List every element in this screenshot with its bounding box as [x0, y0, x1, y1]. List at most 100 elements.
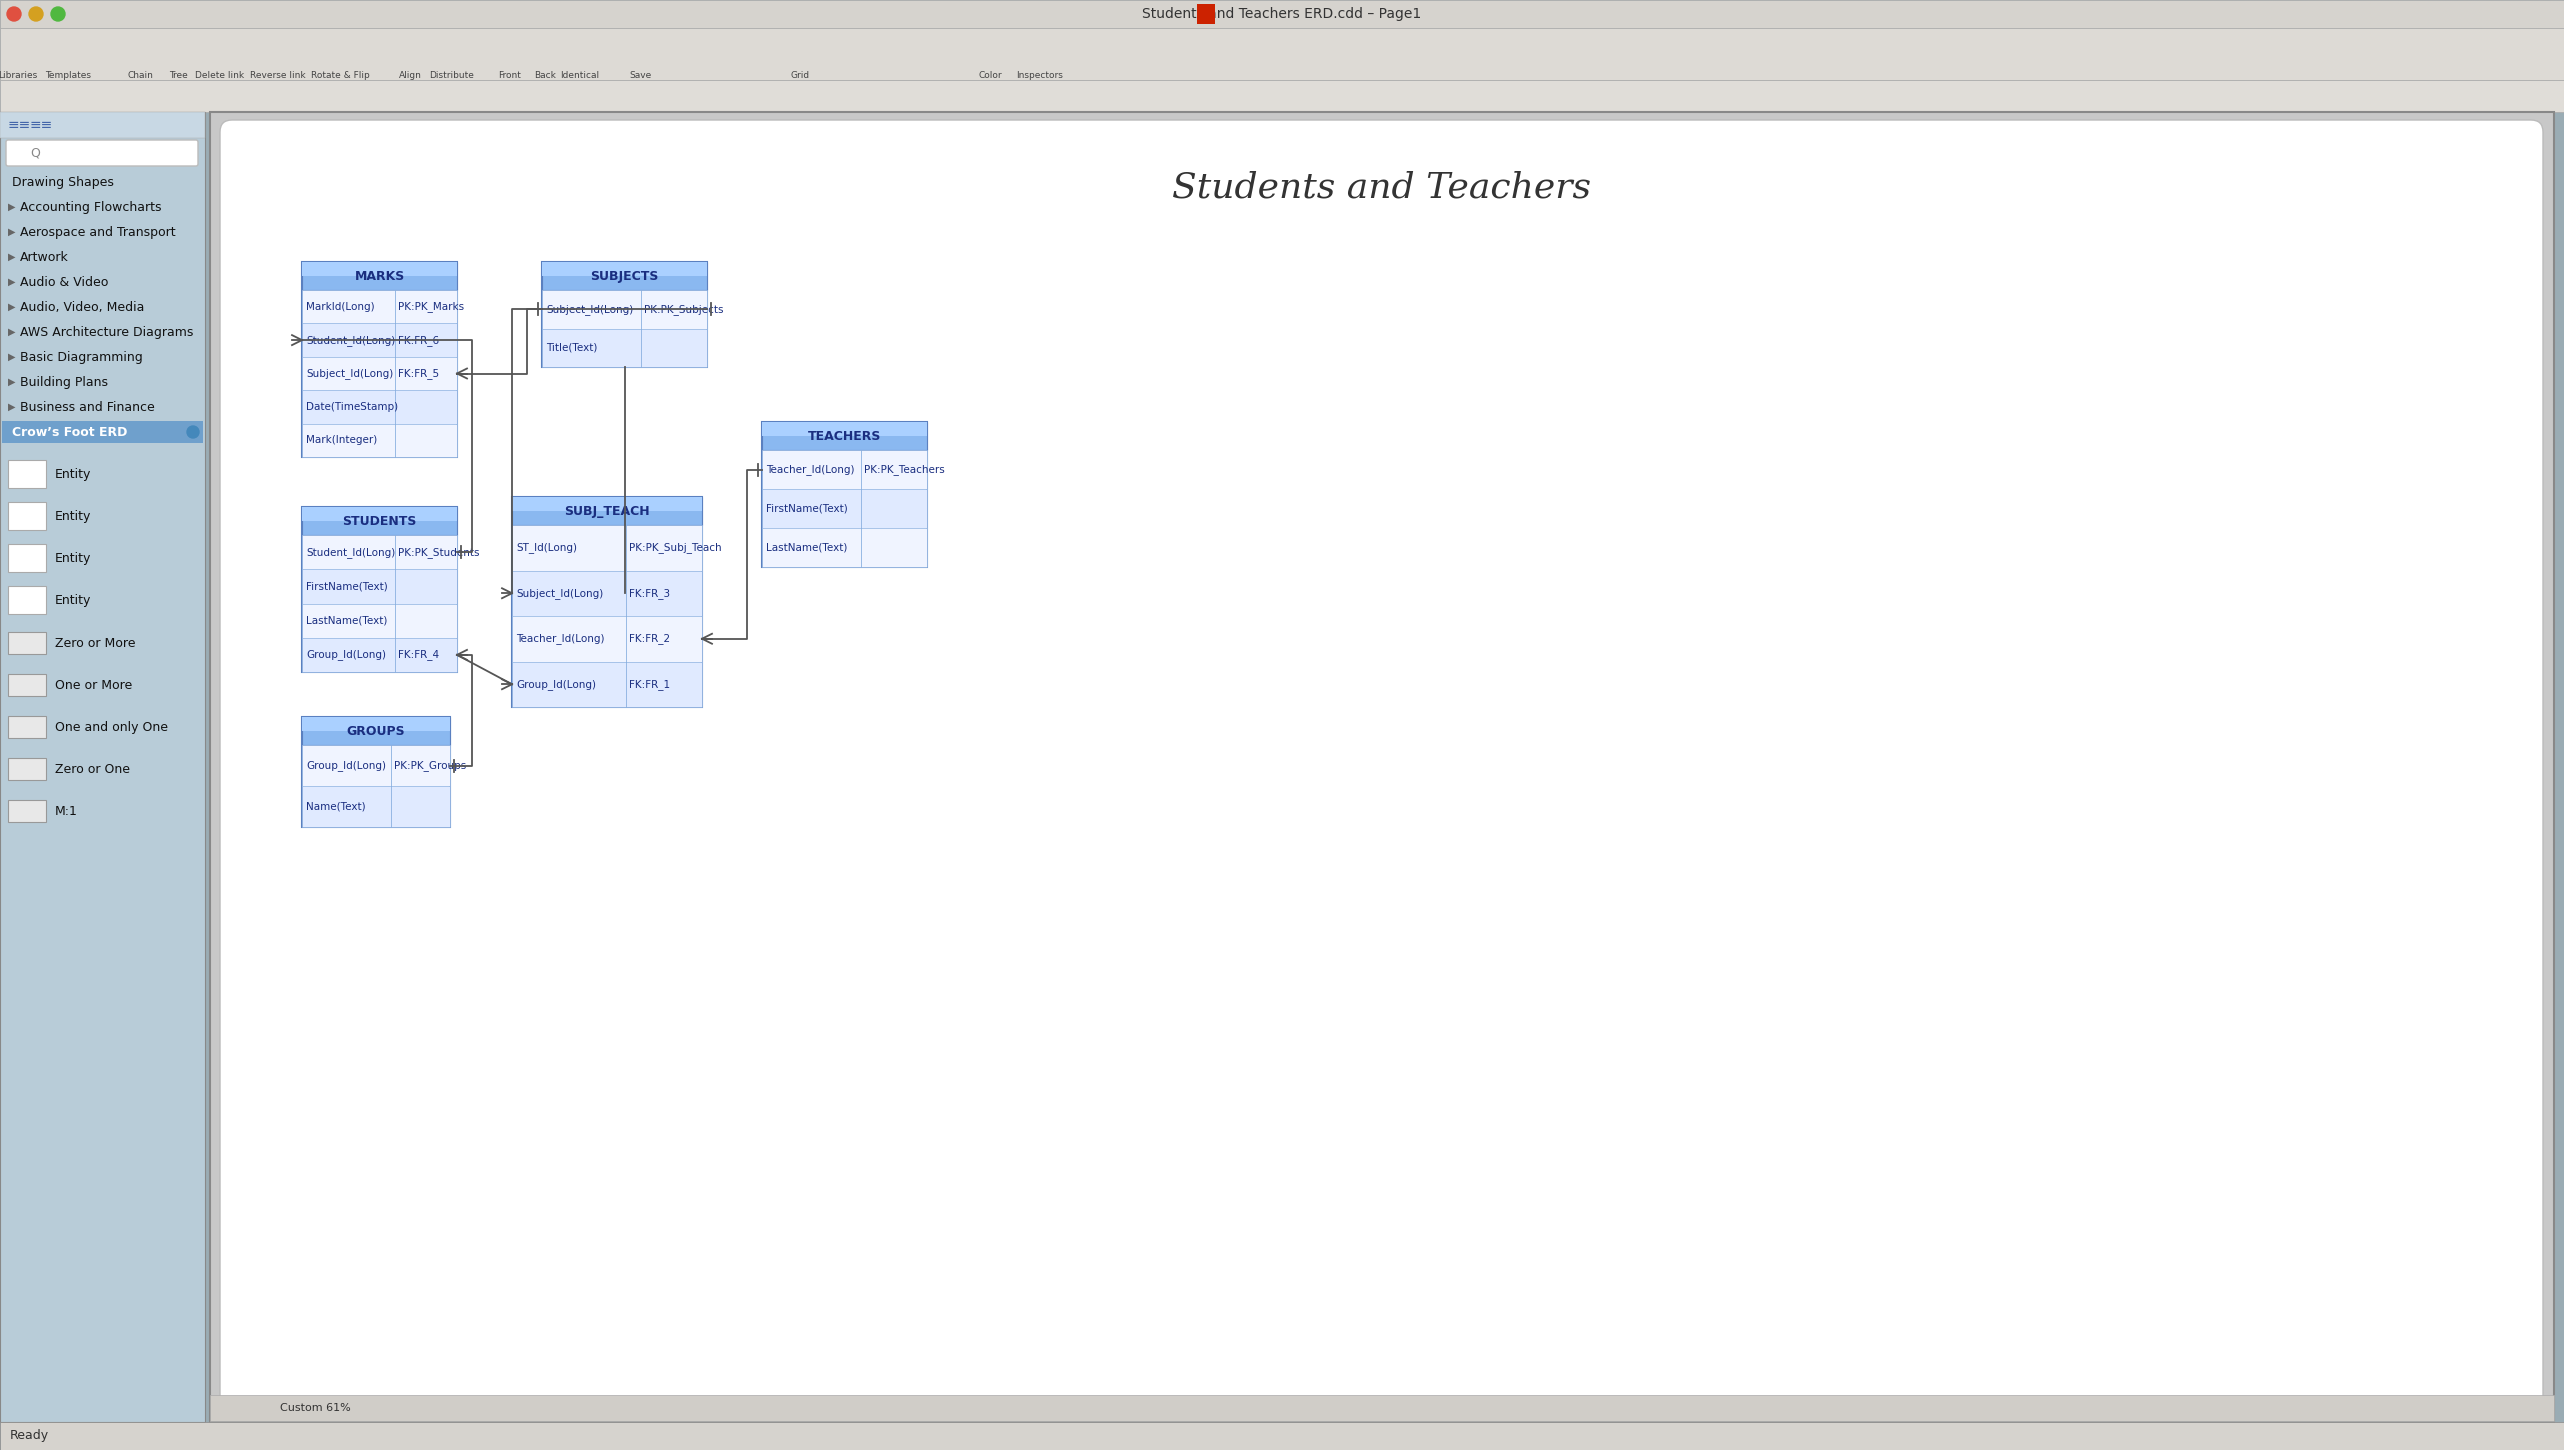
- Text: TEACHERS: TEACHERS: [808, 429, 882, 442]
- Text: PK:PK_Subj_Teach: PK:PK_Subj_Teach: [628, 542, 720, 554]
- Bar: [513, 661, 703, 708]
- Circle shape: [8, 7, 21, 20]
- Text: Group_Id(Long): Group_Id(Long): [515, 679, 595, 690]
- Text: PK:PK_Students: PK:PK_Students: [397, 547, 479, 558]
- Bar: [513, 497, 703, 708]
- Bar: [762, 422, 928, 567]
- Bar: [8, 758, 46, 780]
- Text: Group_Id(Long): Group_Id(Long): [305, 760, 387, 771]
- Bar: [0, 112, 205, 138]
- Text: MARKS: MARKS: [354, 270, 405, 283]
- Text: Date(TimeStamp): Date(TimeStamp): [305, 402, 397, 412]
- Text: ▶: ▶: [8, 277, 15, 287]
- Text: Zero or More: Zero or More: [54, 637, 136, 650]
- Bar: [513, 497, 703, 525]
- Bar: [303, 507, 456, 521]
- Circle shape: [28, 7, 44, 20]
- Text: Entity: Entity: [54, 551, 92, 564]
- Text: LastName(Text): LastName(Text): [767, 542, 846, 552]
- Text: Entity: Entity: [54, 467, 92, 480]
- Text: PK:PK_Marks: PK:PK_Marks: [397, 302, 464, 312]
- Text: ▶: ▶: [8, 202, 15, 212]
- FancyBboxPatch shape: [221, 120, 2543, 1414]
- Text: Subject_Id(Long): Subject_Id(Long): [546, 304, 633, 315]
- Bar: [8, 460, 46, 489]
- Text: Libraries: Libraries: [0, 71, 38, 80]
- Text: Crow’s Foot ERD: Crow’s Foot ERD: [13, 425, 128, 438]
- Bar: [303, 716, 451, 826]
- Text: Students and Teachers: Students and Teachers: [1172, 170, 1592, 204]
- Bar: [8, 716, 46, 738]
- Bar: [303, 535, 456, 570]
- Bar: [303, 745, 451, 786]
- Bar: [303, 603, 456, 638]
- Text: ≡≡: ≡≡: [8, 117, 31, 132]
- Bar: [303, 570, 456, 603]
- Bar: [513, 525, 703, 570]
- Text: Teacher_Id(Long): Teacher_Id(Long): [515, 634, 605, 644]
- Bar: [762, 528, 928, 567]
- Text: Student_Id(Long): Student_Id(Long): [305, 547, 395, 558]
- Text: Save: Save: [628, 71, 651, 80]
- Text: Accounting Flowcharts: Accounting Flowcharts: [21, 200, 162, 213]
- Bar: [303, 262, 456, 290]
- Text: Custom 61%: Custom 61%: [279, 1404, 351, 1412]
- Bar: [3, 420, 203, 444]
- Bar: [762, 489, 928, 528]
- Text: Templates: Templates: [46, 71, 90, 80]
- Text: Back: Back: [533, 71, 556, 80]
- FancyBboxPatch shape: [5, 141, 197, 165]
- Bar: [8, 502, 46, 531]
- Text: STUDENTS: STUDENTS: [344, 515, 418, 528]
- Text: LastName(Text): LastName(Text): [305, 616, 387, 625]
- Text: ≡≡: ≡≡: [31, 117, 54, 132]
- Text: Identical: Identical: [562, 71, 600, 80]
- Bar: [762, 450, 928, 489]
- Bar: [0, 80, 2564, 112]
- Text: FirstName(Text): FirstName(Text): [767, 503, 849, 513]
- Bar: [0, 28, 2564, 80]
- Bar: [513, 497, 703, 510]
- Bar: [0, 112, 205, 1422]
- Text: Student_Id(Long): Student_Id(Long): [305, 335, 395, 345]
- Text: Entity: Entity: [54, 593, 92, 606]
- Text: Title(Text): Title(Text): [546, 342, 597, 352]
- Text: Aerospace and Transport: Aerospace and Transport: [21, 226, 174, 238]
- Text: PK:PK_Teachers: PK:PK_Teachers: [864, 464, 944, 476]
- Text: Rotate & Flip: Rotate & Flip: [310, 71, 369, 80]
- Bar: [8, 586, 46, 613]
- Bar: [303, 390, 456, 423]
- Text: ST_Id(Long): ST_Id(Long): [515, 542, 577, 554]
- Text: Artwork: Artwork: [21, 251, 69, 264]
- Text: Grid: Grid: [790, 71, 810, 80]
- Text: Audio & Video: Audio & Video: [21, 276, 108, 289]
- Bar: [303, 323, 456, 357]
- Bar: [0, 1422, 2564, 1450]
- Bar: [541, 290, 708, 329]
- Text: Subject_Id(Long): Subject_Id(Long): [515, 587, 603, 599]
- Text: PK:PK_Subjects: PK:PK_Subjects: [644, 304, 723, 315]
- Bar: [513, 616, 703, 661]
- Bar: [303, 786, 451, 826]
- Text: GROUPS: GROUPS: [346, 725, 405, 738]
- Bar: [303, 507, 456, 671]
- Circle shape: [187, 426, 200, 438]
- Bar: [1197, 4, 1215, 25]
- Bar: [762, 422, 928, 450]
- Text: Mark(Integer): Mark(Integer): [305, 435, 377, 445]
- Bar: [541, 262, 708, 276]
- Bar: [513, 570, 703, 616]
- Text: Group_Id(Long): Group_Id(Long): [305, 650, 387, 660]
- Text: Tree: Tree: [169, 71, 187, 80]
- Text: Business and Finance: Business and Finance: [21, 400, 154, 413]
- Text: ▶: ▶: [8, 352, 15, 362]
- Bar: [303, 638, 456, 671]
- Text: Ready: Ready: [10, 1430, 49, 1443]
- Text: Q: Q: [31, 146, 41, 160]
- Text: PK:PK_Groups: PK:PK_Groups: [395, 760, 467, 771]
- Bar: [541, 262, 708, 290]
- Text: Inspectors: Inspectors: [1015, 71, 1064, 80]
- Text: Audio, Video, Media: Audio, Video, Media: [21, 300, 144, 313]
- Text: ▶: ▶: [8, 252, 15, 262]
- Text: SUBJECTS: SUBJECTS: [590, 270, 659, 283]
